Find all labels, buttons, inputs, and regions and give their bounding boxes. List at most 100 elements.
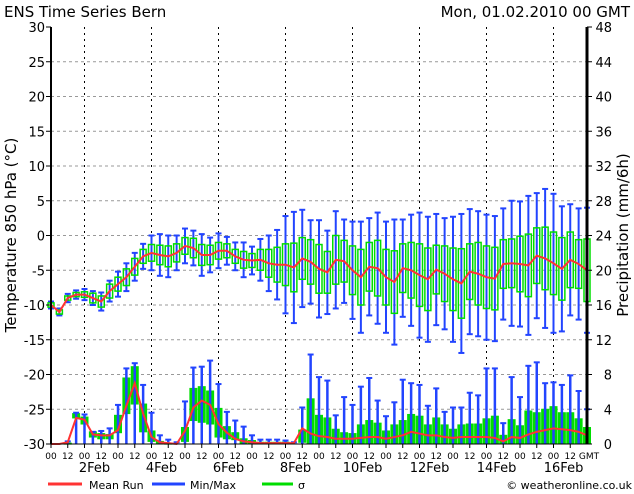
hour-label: 12	[565, 452, 576, 462]
temp-sigma-box	[357, 248, 365, 306]
temp-sigma-box	[131, 257, 139, 276]
temp-sigma-box	[348, 245, 357, 296]
temp-sigma-box	[97, 295, 105, 308]
y-tick-label-left: 10	[28, 160, 45, 175]
y-tick-label-left: 25	[28, 56, 45, 71]
y-tick-label-right: 12	[595, 334, 612, 349]
y-tick-label-right: 32	[595, 160, 612, 175]
chart-title: ENS Time Series Bern	[4, 3, 166, 21]
y-tick-label-right: 36	[595, 125, 612, 140]
hour-label: 00	[45, 452, 57, 462]
y-tick-label-right: 44	[595, 56, 612, 71]
date-label: 14Feb	[477, 461, 517, 476]
temp-sigma-box	[122, 268, 131, 287]
temp-sigma-box	[382, 248, 390, 306]
chart-date: Mon, 01.02.2010 00 GMT	[441, 3, 631, 21]
y-tick-label-right: 0	[604, 438, 612, 453]
y-tick-label-right: 16	[595, 299, 612, 314]
temp-sigma-box	[424, 247, 432, 312]
hour-label: 12	[163, 452, 174, 462]
date-label: 10Feb	[343, 461, 383, 476]
hour-label: 12	[263, 452, 274, 462]
temp-sigma-box	[390, 250, 399, 315]
hour-label: 00	[246, 452, 258, 462]
y-tick-label-left: 20	[28, 91, 45, 106]
hour-label: 12	[498, 452, 509, 462]
temp-sigma-box	[549, 231, 558, 296]
y-tick-label-right: 28	[595, 195, 612, 210]
hour-label: 12	[129, 452, 140, 462]
date-label: 4Feb	[146, 461, 177, 476]
temp-sigma-box	[558, 236, 566, 301]
hour-label: 00	[79, 452, 91, 462]
temp-sigma-box	[231, 248, 239, 265]
temp-sigma-box	[315, 243, 323, 294]
hour-label: 12	[364, 452, 375, 462]
y-tick-label-left: -25	[24, 403, 45, 418]
y-tick-label-right: 48	[595, 21, 612, 36]
hour-label: 12	[431, 452, 442, 462]
hour-label: 00	[280, 452, 292, 462]
hour-label: 12	[464, 452, 475, 462]
temp-sigma-box	[114, 276, 122, 292]
hour-label: 12	[62, 452, 73, 462]
y-tick-label-left: -15	[24, 334, 45, 349]
hour-label: 12	[397, 452, 408, 462]
temp-sigma-box	[574, 238, 583, 290]
y-tick-label-left: 15	[28, 125, 45, 140]
hour-label: 00	[213, 452, 225, 462]
hour-label: 00	[447, 452, 459, 462]
hour-label: 00	[112, 452, 124, 462]
hour-label: 00	[347, 452, 359, 462]
hour-label: 00	[548, 452, 560, 462]
y-axis-right-label: Precipitation (mm/6h)	[614, 153, 632, 317]
gmt-label: GMT	[579, 452, 600, 462]
y-tick-label-left: 0	[37, 230, 45, 245]
date-label: 6Feb	[213, 461, 244, 476]
hour-label: 12	[230, 452, 241, 462]
hour-label: 00	[179, 452, 191, 462]
hour-label: 00	[313, 452, 325, 462]
precip-mean-line	[51, 379, 588, 446]
date-label: 12Feb	[410, 461, 450, 476]
temp-mean-line	[50, 244, 588, 314]
temp-sigma-box	[449, 247, 457, 312]
legend: Mean Run Min/Max σ © weatheronline.co.uk	[48, 479, 633, 492]
hour-label: 12	[531, 452, 542, 462]
temp-sigma-box	[105, 283, 114, 299]
temp-sigma-box	[566, 231, 574, 289]
date-label: 2Feb	[79, 461, 110, 476]
y-tick-label-left: -30	[24, 438, 45, 453]
legend-minmax-label: Min/Max	[190, 479, 236, 490]
y-tick-label-right: 24	[595, 230, 612, 245]
temp-sigma-box	[432, 244, 440, 295]
hour-label: 00	[380, 452, 392, 462]
temp-sigma-box	[440, 245, 449, 303]
hour-label: 12	[196, 452, 207, 462]
y-tick-label-left: 30	[28, 21, 45, 36]
temp-sigma-box	[64, 295, 72, 301]
y-tick-label-left: -10	[24, 299, 45, 314]
temp-sigma-box	[457, 247, 466, 319]
hour-label: 12	[330, 452, 341, 462]
y-tick-label-right: 40	[595, 91, 612, 106]
y-tick-label-left: -20	[24, 369, 45, 384]
y-tick-label-right: 8	[604, 369, 612, 384]
y-tick-label-left: 5	[37, 195, 45, 210]
temp-sigma-box	[298, 236, 306, 281]
copyright: © weatheronline.co.uk	[506, 479, 632, 490]
temp-sigma-box	[306, 238, 315, 285]
hour-label: 00	[146, 452, 158, 462]
date-label: 16Feb	[544, 461, 584, 476]
y-tick-label-left: -5	[32, 264, 45, 279]
legend-mean-label: Mean Run	[89, 479, 144, 490]
temp-sigma-box	[55, 309, 64, 315]
plot-marks	[47, 187, 591, 446]
temp-sigma-box	[89, 292, 97, 304]
y-tick-label-right: 20	[595, 264, 612, 279]
legend-sigma-label: σ	[298, 479, 305, 490]
y-axis-left-label: Temperature 850 hPa (°C)	[2, 138, 20, 334]
hour-label: 12	[96, 452, 107, 462]
temp-sigma-box	[415, 243, 424, 308]
